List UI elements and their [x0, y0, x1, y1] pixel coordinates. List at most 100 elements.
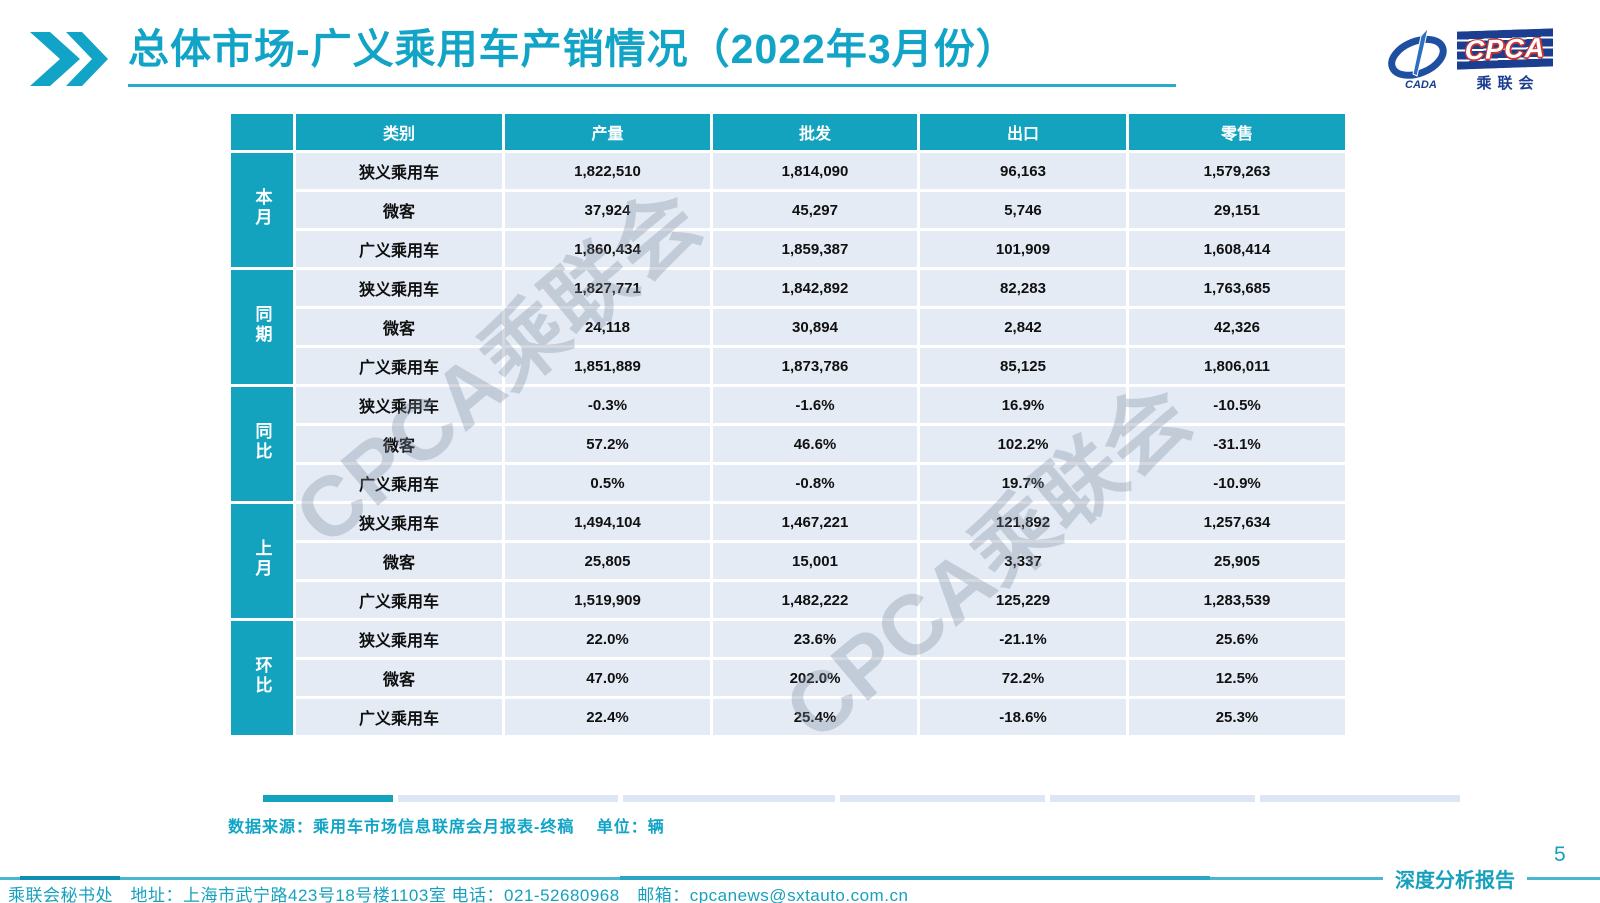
table-row: 微客 57.2% 46.6% 102.2% -31.1%: [231, 426, 1345, 462]
value-cell: 19.7%: [920, 465, 1126, 501]
category-cell: 广义乘用车: [296, 582, 502, 618]
value-cell: 96,163: [920, 153, 1126, 189]
value-cell: 1,482,222: [713, 582, 917, 618]
page-title: 总体市场-广义乘用车产销情况（2022年3月份）: [128, 26, 1018, 72]
row-group-label: 本月: [231, 153, 293, 267]
table-row: 微客 25,805 15,001 3,337 25,905: [231, 543, 1345, 579]
production-sales-table: 类别 产量 批发 出口 零售 本月 狭义乘用车 1,822,510 1,814,090…: [228, 111, 1348, 738]
value-cell: 1,827,771: [505, 270, 710, 306]
value-cell: 22.0%: [505, 621, 710, 657]
value-cell: 25.4%: [713, 699, 917, 735]
category-cell: 微客: [296, 543, 502, 579]
category-cell: 广义乘用车: [296, 465, 502, 501]
value-cell: 1,814,090: [713, 153, 917, 189]
table-row: 同比 狭义乘用车 -0.3% -1.6% 16.9% -10.5%: [231, 387, 1345, 501]
table-row: 广义乘用车 22.4% 25.4% -18.6% 25.3%: [231, 699, 1345, 735]
value-cell: 1,822,510: [505, 153, 710, 189]
table-row: 微客 37,924 45,297 5,746 29,151: [231, 192, 1345, 228]
data-source-note: 数据来源：乘用车市场信息联席会月报表-终稿 单位：辆: [228, 819, 665, 836]
value-cell: -0.8%: [713, 465, 917, 501]
value-cell: 121,892: [920, 504, 1126, 540]
value-cell: 45,297: [713, 192, 917, 228]
value-cell: 23.6%: [713, 621, 917, 657]
value-cell: 125,229: [920, 582, 1126, 618]
column-header-export: 出口: [920, 114, 1126, 150]
value-cell: 25.6%: [1129, 621, 1345, 657]
cada-text: CADA: [1405, 79, 1437, 91]
table-row: 环比 狭义乘用车 22.0% 23.6% -21.1% 25.6%: [231, 621, 1345, 735]
category-cell: 广义乘用车: [296, 348, 502, 384]
value-cell: 42,326: [1129, 309, 1345, 345]
category-cell: 狭义乘用车: [296, 153, 502, 189]
column-header-wholesale: 批发: [713, 114, 917, 150]
value-cell: 1,519,909: [505, 582, 710, 618]
bottom-strip-segment: [1050, 795, 1255, 802]
value-cell: 3,337: [920, 543, 1126, 579]
value-cell: 1,859,387: [713, 231, 917, 267]
bottom-strip-segment: [623, 795, 835, 802]
footer-divider-accent: [20, 876, 120, 880]
category-cell: 狭义乘用车: [296, 270, 502, 306]
value-cell: -21.1%: [920, 621, 1126, 657]
value-cell: 1,851,889: [505, 348, 710, 384]
bottom-strip-segment: [263, 795, 393, 802]
value-cell: 1,579,263: [1129, 153, 1345, 189]
value-cell: 1,860,434: [505, 231, 710, 267]
value-cell: 202.0%: [713, 660, 917, 696]
table-row: 微客 47.0% 202.0% 72.2% 12.5%: [231, 660, 1345, 696]
column-header-category: 类别: [296, 114, 502, 150]
category-cell: 微客: [296, 309, 502, 345]
value-cell: 1,806,011: [1129, 348, 1345, 384]
value-cell: 1,842,892: [713, 270, 917, 306]
value-cell: 1,467,221: [713, 504, 917, 540]
value-cell: 1,608,414: [1129, 231, 1345, 267]
table-row: 本月 狭义乘用车 1,822,510 1,814,090 96,163 1,579,263: [231, 153, 1345, 267]
page-number: 5: [1554, 843, 1566, 866]
value-cell: 5,746: [920, 192, 1126, 228]
value-cell: 82,283: [920, 270, 1126, 306]
corner-cell: [231, 114, 293, 150]
value-cell: 25,905: [1129, 543, 1345, 579]
cpca-text: CPCA: [1464, 32, 1546, 65]
cada-swoosh-icon: CADA: [1388, 26, 1447, 91]
value-cell: 85,125: [920, 348, 1126, 384]
row-group-label: 上月: [231, 504, 293, 618]
category-cell: 狭义乘用车: [296, 621, 502, 657]
value-cell: 30,894: [713, 309, 917, 345]
value-cell: 2,842: [920, 309, 1126, 345]
table-body: 本月 狭义乘用车 1,822,510 1,814,090 96,163 1,579,263…: [231, 153, 1345, 735]
bottom-strip-segment: [840, 795, 1045, 802]
footer-contact-text: 乘联会秘书处 地址：上海市武宁路423号18号楼1103室 电话：021-526…: [8, 886, 909, 903]
value-cell: 12.5%: [1129, 660, 1345, 696]
row-group-label: 同比: [231, 387, 293, 501]
value-cell: -31.1%: [1129, 426, 1345, 462]
table-row: 广义乘用车 0.5% -0.8% 19.7% -10.9%: [231, 465, 1345, 501]
table-row: 广义乘用车 1,860,434 1,859,387 101,909 1,608,414: [231, 231, 1345, 267]
value-cell: 15,001: [713, 543, 917, 579]
value-cell: -18.6%: [920, 699, 1126, 735]
value-cell: -0.3%: [505, 387, 710, 423]
double-chevron-icon: [30, 32, 108, 86]
table-header: 类别 产量 批发 出口 零售: [231, 114, 1345, 150]
cpca-chinese-text: 乘联会: [1476, 75, 1540, 92]
category-cell: 狭义乘用车: [296, 504, 502, 540]
category-cell: 微客: [296, 660, 502, 696]
value-cell: -10.9%: [1129, 465, 1345, 501]
cpca-box: CPCA: [1457, 28, 1553, 70]
category-cell: 广义乘用车: [296, 699, 502, 735]
value-cell: 1,283,539: [1129, 582, 1345, 618]
value-cell: 0.5%: [505, 465, 710, 501]
value-cell: 29,151: [1129, 192, 1345, 228]
value-cell: 22.4%: [505, 699, 710, 735]
category-cell: 微客: [296, 192, 502, 228]
value-cell: -1.6%: [713, 387, 917, 423]
report-type-label: 深度分析报告: [1383, 864, 1527, 893]
value-cell: 72.2%: [920, 660, 1126, 696]
value-cell: 46.6%: [713, 426, 917, 462]
bottom-strip-segment: [398, 795, 618, 802]
value-cell: -10.5%: [1129, 387, 1345, 423]
value-cell: 24,118: [505, 309, 710, 345]
value-cell: 1,873,786: [713, 348, 917, 384]
title-underline: 总体市场-广义乘用车产销情况（2022年3月份）: [128, 26, 1176, 88]
